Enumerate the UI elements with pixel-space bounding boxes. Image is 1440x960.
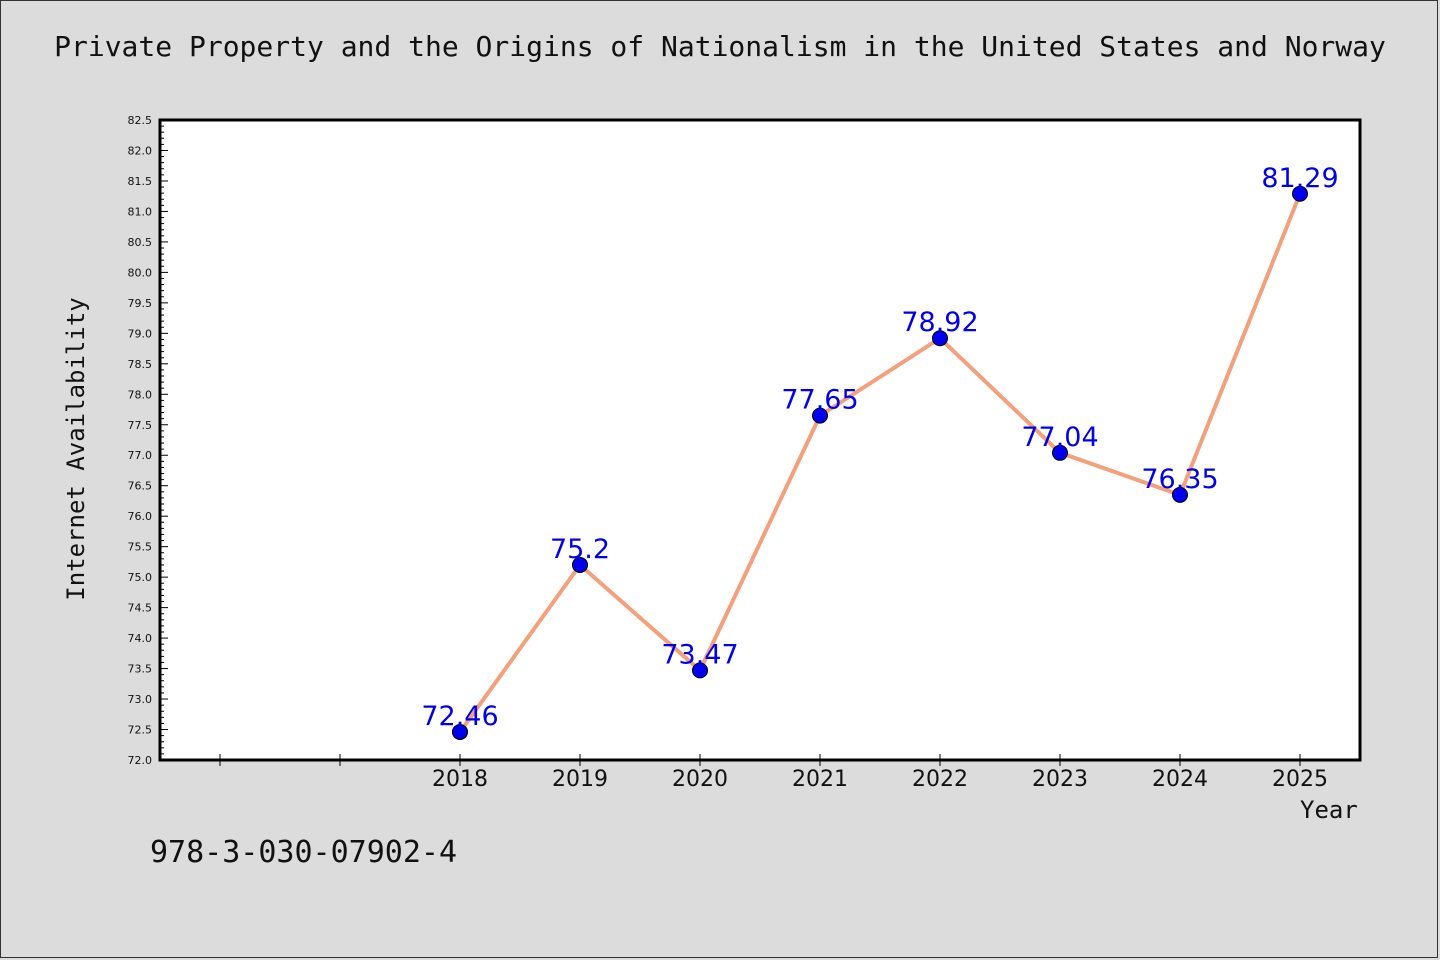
y-tick-label: 74.0	[128, 632, 153, 645]
data-label: 72.46	[421, 701, 498, 732]
y-tick-label: 72.5	[128, 724, 153, 737]
y-tick-label: 77.0	[128, 449, 153, 462]
x-tick-label: 2023	[1032, 767, 1088, 792]
data-label: 77.04	[1021, 422, 1098, 453]
data-point	[452, 723, 468, 740]
y-tick-label: 73.5	[128, 663, 153, 676]
x-tick-label: 2020	[672, 767, 728, 792]
data-point	[932, 330, 948, 347]
data-label: 76.35	[1141, 464, 1218, 495]
plot-border	[158, 118, 1362, 762]
data-label: 73.47	[661, 639, 738, 670]
chart-title: Private Property and the Origins of Nati…	[54, 30, 1386, 63]
y-tick-label: 82.0	[128, 144, 153, 157]
y-tick-label: 76.5	[128, 480, 153, 493]
y-tick-label: 75.0	[128, 571, 153, 584]
data-point	[1052, 444, 1068, 461]
x-tick-label: 2019	[552, 767, 608, 792]
data-label: 75.2	[550, 534, 610, 565]
data-point	[812, 407, 828, 424]
x-tick-label: 2024	[1152, 767, 1208, 792]
y-tick-label: 81.0	[128, 205, 153, 218]
y-tick-label: 82.5	[128, 114, 153, 127]
data-point	[692, 662, 708, 679]
y-tick-label: 73.0	[128, 693, 153, 706]
data-point	[1172, 486, 1188, 503]
y-tick-label: 81.5	[128, 175, 153, 188]
series-line	[458, 193, 1302, 734]
data-point	[572, 556, 588, 573]
y-tick-label: 80.0	[128, 266, 153, 279]
y-tick-label: 79.5	[128, 297, 153, 310]
x-tick-label: 2018	[432, 767, 488, 792]
x-tick-label: 2021	[792, 767, 848, 792]
y-tick-label: 80.5	[128, 236, 153, 249]
x-tick-label: 2025	[1272, 767, 1328, 792]
data-label: 77.65	[781, 385, 858, 416]
data-label: 81.29	[1261, 163, 1338, 194]
y-tick-label: 76.0	[128, 510, 153, 523]
y-tick-label: 72.0	[128, 754, 153, 767]
x-tick-label: 2022	[912, 767, 968, 792]
y-tick-label: 75.5	[128, 541, 153, 554]
y-tick-label: 79.0	[128, 327, 153, 340]
y-tick-label: 78.0	[128, 388, 153, 401]
plot-area	[160, 120, 1360, 760]
x-axis-label: Year	[1300, 796, 1358, 824]
data-point	[1292, 185, 1308, 202]
y-tick-label: 77.5	[128, 419, 153, 432]
y-tick-label: 74.5	[128, 602, 153, 615]
data-label: 78.92	[901, 307, 978, 338]
y-tick-label: 78.5	[128, 358, 153, 371]
isbn-text: 978-3-030-07902-4	[150, 835, 458, 870]
